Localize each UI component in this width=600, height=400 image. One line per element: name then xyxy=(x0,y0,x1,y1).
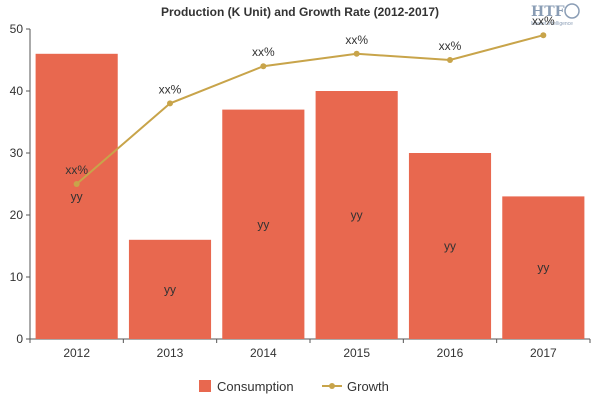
legend-swatch-growth-marker xyxy=(329,383,335,389)
growth-point xyxy=(167,100,173,107)
legend-label-growth: Growth xyxy=(347,379,389,394)
legend-label-consumption: Consumption xyxy=(217,379,294,394)
growth-point xyxy=(447,57,453,63)
y-tick-label: 20 xyxy=(10,208,24,222)
x-tick-label: 2014 xyxy=(250,346,277,360)
legend[interactable]: Consumption Growth xyxy=(199,379,389,394)
y-tick-label: 50 xyxy=(10,22,24,36)
x-tick-label: 2012 xyxy=(63,346,90,360)
growth-line-group xyxy=(73,32,547,187)
legend-swatch-consumption xyxy=(199,380,211,392)
bar-data-label: yy xyxy=(257,217,269,231)
growth-point xyxy=(353,50,360,57)
bar-data-label: yy xyxy=(71,189,83,203)
x-tick-label: 2016 xyxy=(437,346,464,360)
bars xyxy=(35,53,585,340)
y-tick-label: 40 xyxy=(10,84,24,98)
growth-labels: xx% xx% xx% xx% xx% xx% xyxy=(65,14,555,177)
growth-data-label: xx% xyxy=(345,33,368,47)
bar-consumption xyxy=(222,109,305,339)
chart-title: Production (K Unit) and Growth Rate (201… xyxy=(161,5,439,19)
growth-line xyxy=(76,34,544,185)
growth-point xyxy=(260,63,267,70)
bar-consumption xyxy=(502,196,585,339)
growth-data-label: xx% xyxy=(252,45,275,59)
bar-data-label: yy xyxy=(164,282,176,296)
bar-consumption xyxy=(128,239,212,339)
logo-subtext: Market Intelligence xyxy=(531,21,573,27)
y-tick-label: 0 xyxy=(16,332,23,346)
logo: HTF Market Intelligence xyxy=(531,3,580,27)
growth-data-label: xx% xyxy=(532,14,555,28)
growth-data-label: xx% xyxy=(65,163,88,177)
logo-text: HTF xyxy=(531,4,565,20)
bar-data-label: yy xyxy=(537,261,549,275)
growth-data-label: xx% xyxy=(439,39,462,53)
bar-consumption xyxy=(315,91,398,339)
x-tick-label: 2013 xyxy=(157,346,184,360)
logo-globe-icon xyxy=(564,3,580,19)
y-tick-label: 30 xyxy=(10,146,24,160)
bar-labels: yy yy yy yy yy yy xyxy=(71,189,550,296)
bar-data-label: yy xyxy=(444,239,456,253)
growth-point xyxy=(540,32,547,39)
growth-point xyxy=(73,181,80,187)
axes: 0 10 20 30 40 50 2012 2013 2014 2015 2016 2017 xyxy=(10,22,591,360)
bar-data-label: yy xyxy=(351,208,363,222)
y-tick-label: 10 xyxy=(10,270,24,284)
x-tick-label: 2015 xyxy=(343,346,370,360)
x-tick-label: 2017 xyxy=(530,346,557,360)
bar-consumption xyxy=(35,53,118,340)
growth-data-label: xx% xyxy=(159,82,182,96)
bar-consumption xyxy=(408,153,492,339)
